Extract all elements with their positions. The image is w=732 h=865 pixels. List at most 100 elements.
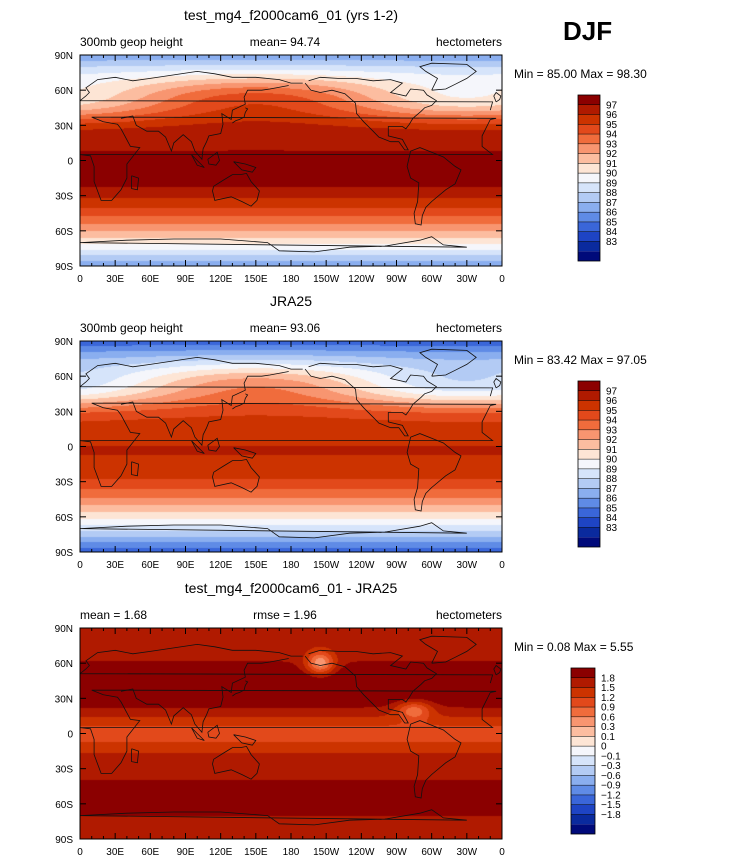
left-label: mean = 1.68 [80,608,147,622]
colorbar-swatch [578,221,600,232]
y-tick-label: 0 [67,443,73,454]
coastline [80,70,494,111]
colorbar-label: 94 [606,130,618,141]
coastline [212,458,260,493]
colorbar-label: 92 [606,149,618,160]
coastline [120,85,289,161]
colorbar-frame [577,94,601,262]
colorbar-swatch [578,212,600,222]
colorbar-label: 0.3 [601,722,615,733]
x-tick-label: 180 [283,274,300,285]
colorbar-label: 84 [606,227,618,238]
x-tick-label: 30W [457,274,478,285]
colorbar-swatch [578,420,600,430]
colorbar-swatch [571,804,595,815]
x-tick-label: 150W [313,847,340,858]
map-field [80,628,502,839]
colorbar-label: 95 [606,406,618,417]
colorbar-swatch [578,173,600,183]
colorbar-label: 95 [606,120,618,131]
colorbar-label: 86 [606,208,618,219]
colorbar-swatch [578,95,600,105]
coastline [80,402,497,487]
coastline [493,91,502,103]
coastline [212,745,260,780]
coastline [207,151,220,166]
y-tick-label: 60N [55,86,73,97]
x-tick-label: 120W [348,560,375,571]
coastline [80,116,497,201]
colorbar-label: 91 [606,159,618,170]
panel-title: test_mg4_f2000cam6_01 (yrs 1-2) [184,7,398,23]
y-tick-label: 60N [55,659,73,670]
colorbar-label: 93 [606,139,618,150]
colorbar-swatch [571,794,595,805]
minmax-label: Min = 83.42 Max = 97.05 [514,353,647,367]
colorbar-swatch [571,677,595,688]
colorbar-swatch [578,517,600,528]
colorbar-swatch [578,439,600,450]
colorbar-label: −0.3 [601,761,621,772]
y-tick-label: 90S [55,835,73,846]
panel-title: JRA25 [270,293,312,309]
center-label: rmse = 1.96 [253,608,317,622]
center-label: mean= 93.06 [250,321,321,335]
colorbar-label: 97 [606,100,618,111]
y-tick-label: 90S [55,262,73,273]
y-tick-label: 0 [67,157,73,168]
coastline [131,748,140,764]
coastline [419,635,477,664]
colorbar-swatch [571,785,595,795]
x-tick-label: 120E [209,560,233,571]
x-tick-label: 60W [421,560,442,571]
x-tick-label: 120W [348,274,375,285]
y-tick-label: 60S [55,227,73,238]
colorbar-label: 0.1 [601,732,615,743]
colorbar-label: 84 [606,513,618,524]
colorbar-swatch [571,716,595,727]
x-tick-label: 0 [499,560,505,571]
coastline [191,154,205,168]
y-tick-label: 60S [55,800,73,811]
y-tick-label: 30N [55,407,73,418]
x-tick-label: 120W [348,847,375,858]
coastline [493,664,502,676]
coastline [80,522,467,539]
coastline [304,362,438,437]
y-tick-label: 30S [55,478,73,489]
left-label: 300mb geop height [80,35,183,49]
x-tick-label: 180 [283,847,300,858]
x-tick-label: 150W [313,560,340,571]
colorbar-label: 91 [606,445,618,456]
panel-1: test_mg4_f2000cam6_01 (yrs 1-2)300mb geo… [55,7,647,285]
x-tick-label: 120E [209,847,233,858]
colorbar-swatch [578,143,600,154]
colorbar-swatch [578,182,600,193]
colorbar-swatch [578,104,600,115]
coastlines [80,635,502,826]
coastline [232,393,249,410]
x-tick-label: 30W [457,847,478,858]
colorbar-label: 96 [606,110,618,121]
coastline [232,680,249,697]
y-tick-label: 30N [55,121,73,132]
colorbar-swatch [571,755,595,766]
center-label: mean= 94.74 [250,35,321,49]
x-tick-label: 150W [313,274,340,285]
colorbar-swatch [578,527,600,538]
colorbar-swatch [578,202,600,213]
colorbar-swatch [571,687,595,698]
colorbar-label: −1.8 [601,810,621,821]
colorbar-label: 86 [606,494,618,505]
colorbar-label: 89 [606,178,618,189]
x-tick-label: 60E [141,560,159,571]
x-tick-label: 60W [421,274,442,285]
coastline [233,161,257,173]
colorbar-swatch [578,241,600,252]
colorbar-swatch [578,124,600,135]
colorbar-swatch [571,697,595,708]
colorbar-label: 94 [606,416,618,427]
x-tick-label: 0 [499,847,505,858]
colorbar-swatch [571,726,595,737]
